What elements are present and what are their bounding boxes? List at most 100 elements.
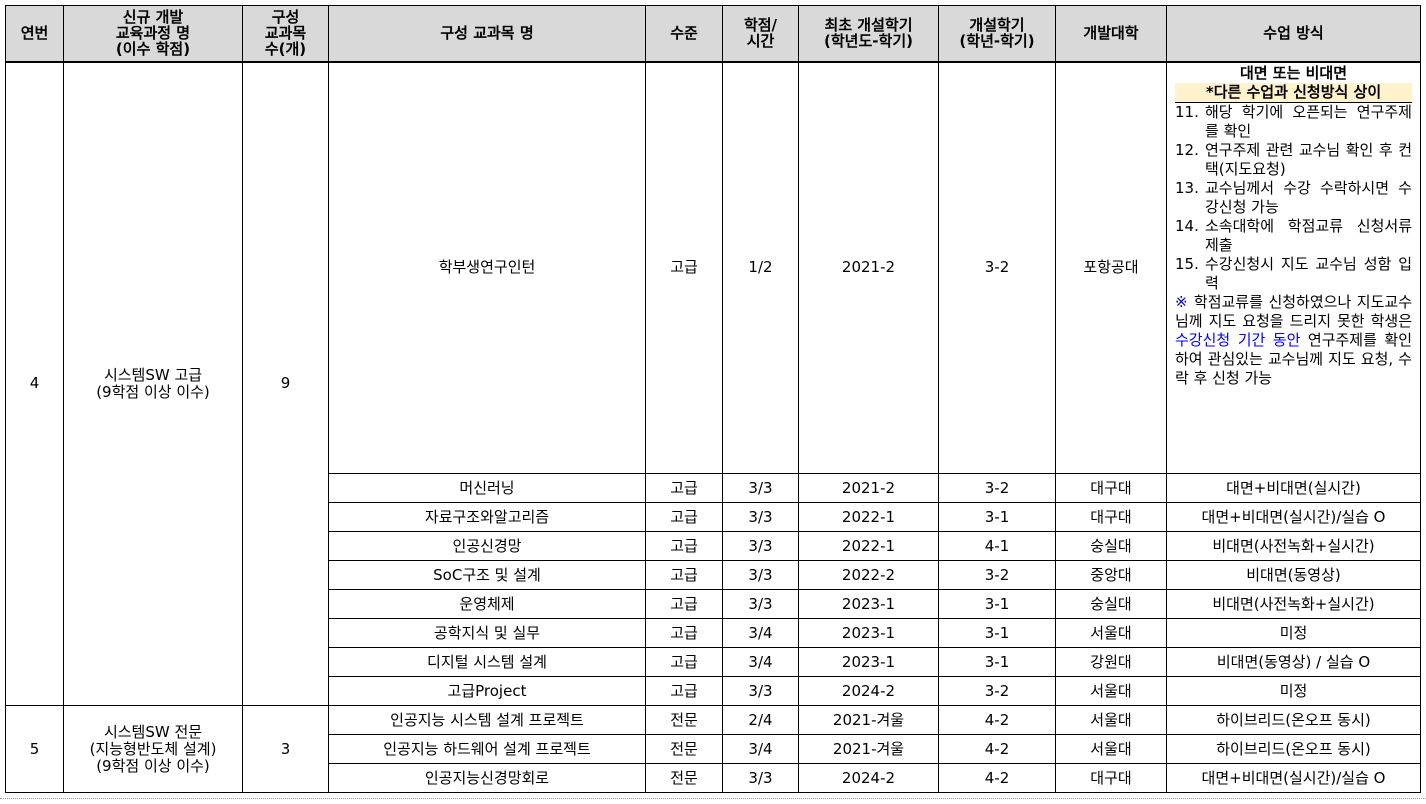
course-level: 고급	[645, 589, 723, 619]
offered-term: 3-1	[938, 647, 1056, 677]
course-credit: 3/4	[722, 647, 799, 677]
class-method: 대면+비대면(실시간)/실습 O	[1166, 502, 1421, 532]
class-method: 대면+비대면(실시간)	[1166, 473, 1421, 503]
course-credit: 3/4	[722, 734, 799, 764]
class-method: 하이브리드(온오프 동시)	[1166, 705, 1421, 735]
row-number: 4	[5, 61, 64, 706]
step-number: 13.	[1175, 178, 1199, 197]
remark-highlight: 수강신청 기간 동안	[1175, 330, 1301, 349]
course-name: 디지털 시스템 설계	[328, 647, 646, 677]
remark-text: 연구주제를 확인하여 관심있는 교수님께 지도 요청, 수락 후 신청 가능	[1175, 330, 1413, 387]
course-level: 전문	[645, 763, 723, 793]
step-number: 11.	[1175, 102, 1199, 121]
course-name: 학부생연구인턴	[328, 61, 646, 474]
course-credit: 3/3	[722, 763, 799, 793]
column-header: 개발대학	[1055, 5, 1167, 63]
developing-university: 숭실대	[1055, 589, 1167, 619]
column-header: 개설학기 (학년-학기)	[938, 5, 1056, 63]
step-number: 15.	[1175, 254, 1199, 273]
program-name: 시스템SW 고급 (9학점 이상 이수)	[63, 61, 243, 706]
column-header: 최초 개설학기 (학년도-학기)	[798, 5, 939, 63]
first-semester: 2022-2	[798, 560, 939, 590]
class-method: 미정	[1166, 676, 1421, 706]
course-name: SoC구조 및 설계	[328, 560, 646, 590]
step-item: 12. 연구주제 관련 교수님 확인 후 컨택(지도요청)	[1175, 141, 1412, 179]
course-level: 전문	[645, 734, 723, 764]
row-number: 5	[5, 705, 64, 793]
course-credit: 2/4	[722, 705, 799, 735]
course-credit: 3/3	[722, 531, 799, 561]
course-level: 고급	[645, 618, 723, 648]
table-row: 5 시스템SW 전문 (지능형반도체 설계) (9학점 이상 이수) 3 인공지능 시스템…	[5, 705, 1421, 793]
first-semester: 2022-1	[798, 531, 939, 561]
offered-term: 3-1	[938, 618, 1056, 648]
course-credit: 3/3	[722, 589, 799, 619]
course-name: 인공지능신경망회로	[328, 763, 646, 793]
course-level: 고급	[645, 61, 723, 474]
program: 시스템SW 고급	[103, 365, 203, 384]
reference-mark-icon: ※	[1175, 292, 1189, 311]
course-name: 자료구조와알고리즘	[328, 502, 646, 532]
course-level: 고급	[645, 676, 723, 706]
first-semester: 2021-겨울	[798, 705, 939, 735]
course-name: 고급Project	[328, 676, 646, 706]
course-count: 3	[242, 705, 329, 793]
course-level: 고급	[645, 560, 723, 590]
offered-term: 4-2	[938, 734, 1056, 764]
table-row: 고급Project 고급 3/3 2024-2 3-2 서울대 미정	[6, 676, 1421, 706]
offered-term: 3-2	[938, 61, 1056, 474]
step-text: 수강신청시 지도 교수님 성함 입력	[1205, 254, 1412, 292]
course-credit: 3/4	[722, 618, 799, 648]
header-row: 연번 신규 개발 교육과정 명 (이수 학점) 구성 교과목 수(개) 구성 교과목 …	[5, 5, 1421, 63]
offered-term: 3-2	[938, 560, 1056, 590]
course-credit: 3/3	[722, 473, 799, 503]
class-method: 비대면(동영상) / 실습 O	[1166, 647, 1421, 677]
method-title: 대면 또는 비대면	[1239, 63, 1348, 82]
step-item: 14. 소속대학에 학점교류 신청서류 제출	[1175, 217, 1412, 255]
table-row: 자료구조와알고리즘 고급 3/3 2022-1 3-1 대구대 대면+비대면(실시간)/실습…	[6, 502, 1421, 532]
offered-term: 4-2	[938, 763, 1056, 793]
class-method: 비대면(사전녹화+실시간)	[1166, 589, 1421, 619]
course-name: 머신러닝	[328, 473, 646, 503]
column-header: 구성 교과목 수(개)	[242, 5, 329, 63]
class-method: 비대면(동영상)	[1166, 560, 1421, 590]
course-name: 운영체제	[328, 589, 646, 619]
column-header: 학점/ 시간	[722, 5, 799, 63]
first-semester: 2023-1	[798, 618, 939, 648]
step-item: 11. 해당 학기에 오픈되는 연구주제를 확인	[1175, 103, 1412, 141]
program-credit: (9학점 이상 이수)	[96, 382, 210, 401]
table-row: 인공신경망 고급 3/3 2022-1 4-1 숭실대 비대면(사전녹화+실시간)	[6, 531, 1421, 561]
program-name: 시스템SW 전문 (지능형반도체 설계) (9학점 이상 이수)	[63, 705, 243, 793]
step-number: 14.	[1175, 216, 1199, 235]
first-semester: 2023-1	[798, 589, 939, 619]
table-row: 운영체제 고급 3/3 2023-1 3-1 숭실대 비대면(사전녹화+실시간)	[6, 589, 1421, 619]
table-row: 인공지능 하드웨어 설계 프로젝트 전문 3/4 2021-겨울 4-2 서울대 하이브리드…	[6, 734, 1421, 764]
course-table: 연번 신규 개발 교육과정 명 (이수 학점) 구성 교과목 수(개) 구성 교과목 …	[5, 5, 1421, 793]
table-row: 디지털 시스템 설계 고급 3/4 2023-1 3-1 강원대 비대면(동영상) / 실습…	[6, 647, 1421, 677]
first-semester: 2022-1	[798, 502, 939, 532]
program-credit: (9학점 이상 이수)	[96, 756, 210, 775]
column-header: 신규 개발 교육과정 명 (이수 학점)	[63, 5, 243, 63]
offered-term: 4-2	[938, 705, 1056, 735]
step-item: 13. 교수님께서 수강 수락하시면 수강신청 가능	[1175, 179, 1412, 217]
course-count: 9	[242, 61, 329, 706]
developing-university: 서울대	[1055, 618, 1167, 648]
first-semester: 2021-2	[798, 473, 939, 503]
class-method: 하이브리드(온오프 동시)	[1166, 734, 1421, 764]
course-name: 인공지능 하드웨어 설계 프로젝트	[328, 734, 646, 764]
table-row: 인공지능신경망회로 전문 3/3 2024-2 4-2 대구대 대면+비대면(실시간)/실습…	[6, 763, 1421, 793]
course-level: 고급	[645, 647, 723, 677]
developing-university: 중앙대	[1055, 560, 1167, 590]
offered-term: 3-1	[938, 589, 1056, 619]
page-break-line	[0, 798, 1426, 799]
step-text: 소속대학에 학점교류 신청서류 제출	[1205, 216, 1412, 254]
course-level: 전문	[645, 705, 723, 735]
developing-university: 대구대	[1055, 502, 1167, 532]
table-row: 4 시스템SW 고급 (9학점 이상 이수) 9 학부생연구인턴 고급 1/2 2021-2 3…	[5, 61, 1421, 706]
developing-university: 서울대	[1055, 734, 1167, 764]
first-semester: 2021-겨울	[798, 734, 939, 764]
remark-text: 학점교류를 신청하였으나 지도교수님께 지도 요청을 드리지 못한 학생은	[1175, 292, 1412, 330]
offered-term: 3-1	[938, 502, 1056, 532]
developing-university: 대구대	[1055, 763, 1167, 793]
step-item: 15. 수강신청시 지도 교수님 성함 입력	[1175, 255, 1412, 293]
